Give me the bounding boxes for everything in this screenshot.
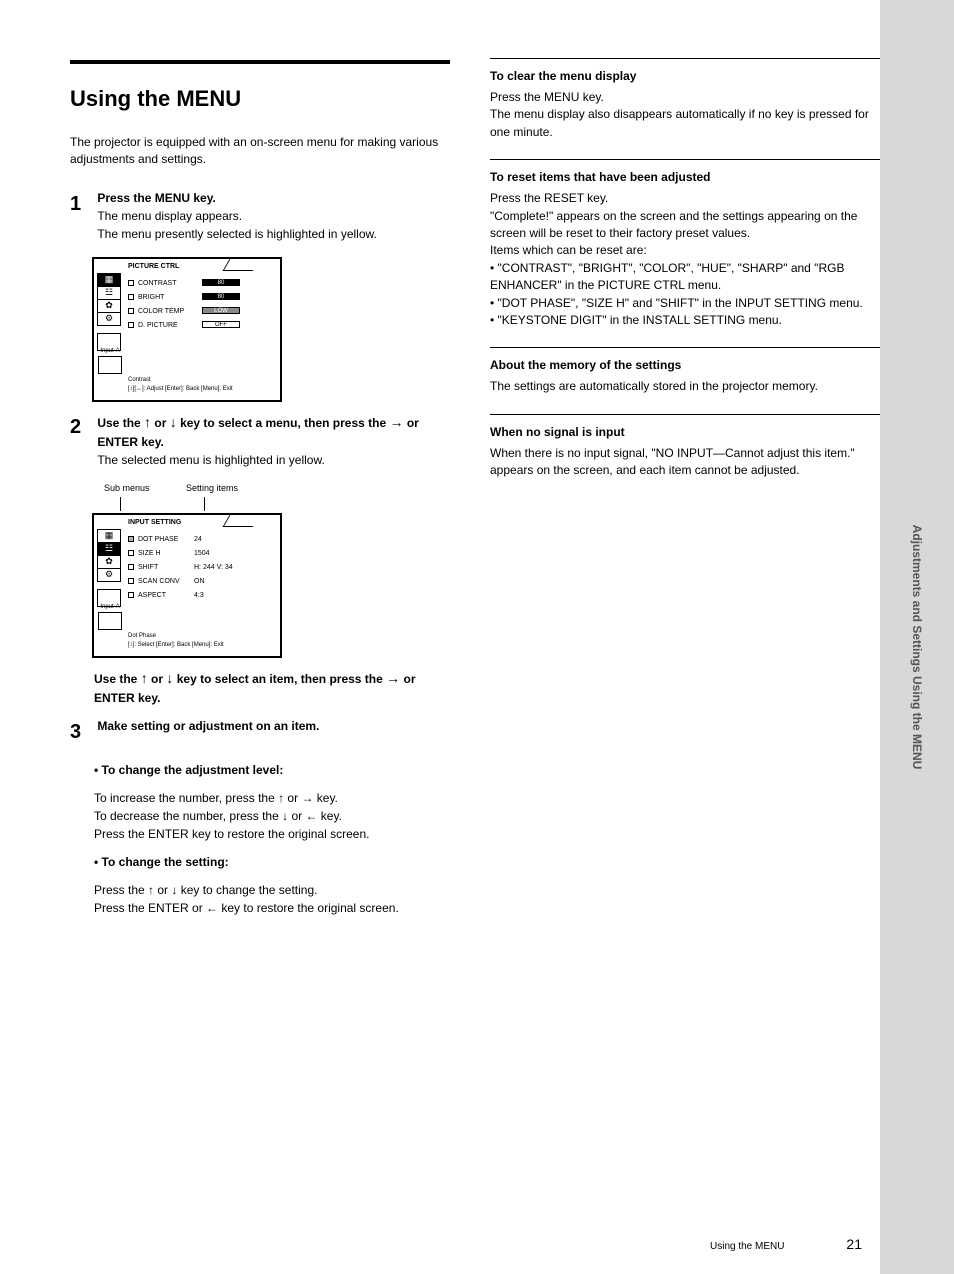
r4-body: When there is no input signal, "NO INPUT… — [490, 445, 880, 480]
osd2-title: INPUT SETTING — [128, 519, 181, 526]
up-arrow-icon: ↑ — [141, 670, 148, 686]
step-3-b1t: To increase the number, press the ↑ or →… — [94, 789, 450, 843]
intro-text: The projector is equipped with an on-scr… — [70, 134, 450, 169]
osd1-icon-strip: ▦ ☳ ✿ ⚙ — [97, 273, 123, 350]
osd1-rows: CONTRAST80 BRIGHT80 COLOR TEMPLOW D. PIC… — [128, 277, 240, 333]
section-reset: To reset items that have been adjusted P… — [490, 159, 880, 329]
menu-icon: ✿ — [97, 555, 121, 569]
title-rule — [70, 60, 450, 64]
step-3-b1h: • To change the adjustment level: — [94, 761, 450, 779]
step-1-number: 1 — [70, 189, 94, 219]
step-2-rest: The selected menu is highlighted in yell… — [97, 453, 324, 467]
osd2-rows: DOT PHASE24 SIZE H1504 SHIFTH: 244 V: 34… — [128, 533, 233, 603]
section-no-signal: When no signal is input When there is no… — [490, 414, 880, 480]
page-number: 21 — [846, 1236, 862, 1252]
side-tab-label: Adjustments and Settings Using the MENU — [910, 525, 924, 770]
footer-text: Using the MENU — [710, 1241, 784, 1252]
osd2-label-a: Sub menus — [104, 483, 150, 493]
step-2-number: 2 — [70, 412, 94, 442]
menu-icon: ▦ — [97, 529, 121, 543]
step-1-rest: The menu display appears. The menu prese… — [97, 209, 377, 241]
step-3-b2t: Press the ↑ or ↓ key to change the setti… — [94, 881, 450, 917]
osd-picture-ctrl: PICTURE CTRL ▦ ☳ ✿ ⚙ CONTRAST80 BRIGHT80… — [92, 257, 282, 402]
menu-icon: ⚙ — [97, 568, 121, 582]
r2-body: Press the RESET key. "Complete!" appears… — [490, 190, 880, 329]
step-3-bold: Make setting or adjustment on an item. — [97, 719, 319, 733]
page-title: Using the MENU — [70, 86, 450, 112]
section-memory: About the memory of the settings The set… — [490, 347, 880, 395]
step-select-item: Use the ↑ or ↓ key to select an item, th… — [94, 668, 450, 707]
up-arrow-icon: ↑ — [144, 414, 151, 430]
step-2: 2 Use the ↑ or ↓ key to select a menu, t… — [70, 412, 450, 469]
r2-heading: To reset items that have been adjusted — [490, 170, 880, 184]
down-arrow-icon: ↓ — [166, 670, 173, 686]
menu-icon: ▦ — [97, 273, 121, 287]
r1-body: Press the MENU key. The menu display als… — [490, 89, 880, 141]
osd2-help: Dot Phase [↕]: Select [Enter]: Back [Men… — [128, 632, 274, 650]
osd1-help: Contrast [↕][↔]: Adjust [Enter]: Back [M… — [128, 376, 274, 394]
step-3: 3 Make setting or adjustment on an item. — [70, 717, 450, 747]
r1-heading: To clear the menu display — [490, 69, 880, 83]
step-1-bold: Press the MENU key. — [97, 191, 216, 205]
right-arrow-icon: → — [386, 670, 400, 686]
menu-icon: ✿ — [97, 299, 121, 313]
down-arrow-icon: ↓ — [170, 414, 177, 430]
menu-icon: ⚙ — [97, 312, 121, 326]
r3-body: The settings are automatically stored in… — [490, 378, 880, 395]
menu-icon: ☳ — [97, 542, 121, 556]
osd-input-setting: INPUT SETTING ▦ ☳ ✿ ⚙ DOT PHASE24 SIZE H… — [92, 513, 282, 658]
osd2-icon-strip: ▦ ☳ ✿ ⚙ — [97, 529, 123, 606]
osd2-label-row: Sub menus Setting items — [92, 483, 450, 513]
section-clear-menu: To clear the menu display Press the MENU… — [490, 58, 880, 141]
side-tab: Adjustments and Settings Using the MENU — [880, 0, 954, 1274]
r4-heading: When no signal is input — [490, 425, 880, 439]
step-3-number: 3 — [70, 717, 94, 747]
step-1: 1 Press the MENU key. The menu display a… — [70, 189, 450, 243]
step-3-b2h: • To change the setting: — [94, 853, 450, 871]
osd2-label-b: Setting items — [186, 483, 238, 493]
r3-heading: About the memory of the settings — [490, 358, 880, 372]
osd1-title: PICTURE CTRL — [128, 263, 179, 270]
right-arrow-icon: → — [389, 414, 403, 430]
menu-icon: ☳ — [97, 286, 121, 300]
